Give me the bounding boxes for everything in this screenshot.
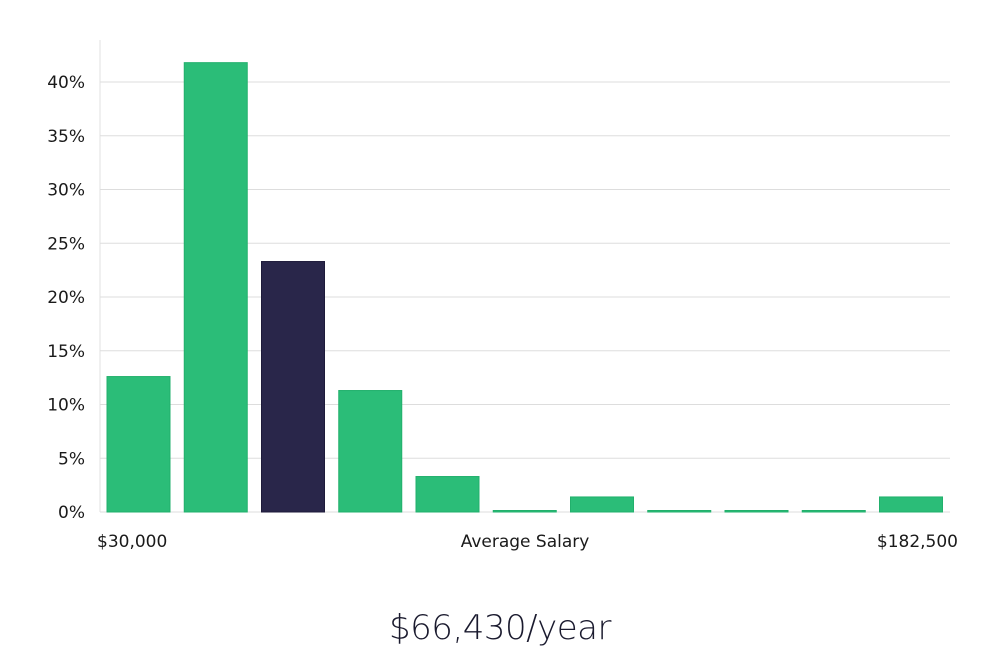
y-tick-label: 40%: [47, 73, 85, 93]
bar: [724, 510, 789, 513]
bar: [801, 510, 866, 513]
bar: [106, 376, 171, 513]
bar-highlighted: [261, 261, 325, 513]
bar: [647, 510, 712, 513]
salary-histogram: 0% 5% 10% 15% 20% 25% 30% 35% 40% $30,000 Average …: [47, 40, 958, 552]
y-tick-label: 10%: [47, 396, 85, 416]
y-tick-label: 5%: [58, 449, 85, 469]
x-axis-title: Average Salary: [461, 532, 590, 552]
bar: [492, 510, 557, 513]
bar: [570, 496, 634, 513]
bar: [183, 62, 248, 513]
bar: [879, 496, 943, 513]
y-tick-label: 25%: [47, 234, 85, 254]
x-min-label: $30,000: [97, 532, 167, 552]
average-salary-summary: $66,430/year: [389, 608, 611, 648]
y-tick-label: 15%: [47, 342, 85, 362]
y-tick-label: 35%: [47, 127, 85, 147]
bar: [415, 476, 480, 513]
x-max-label: $182,500: [877, 532, 958, 552]
bar: [338, 390, 403, 513]
y-tick-label: 20%: [47, 288, 85, 308]
y-tick-label: 30%: [47, 181, 85, 201]
y-tick-label: 0%: [58, 503, 85, 523]
